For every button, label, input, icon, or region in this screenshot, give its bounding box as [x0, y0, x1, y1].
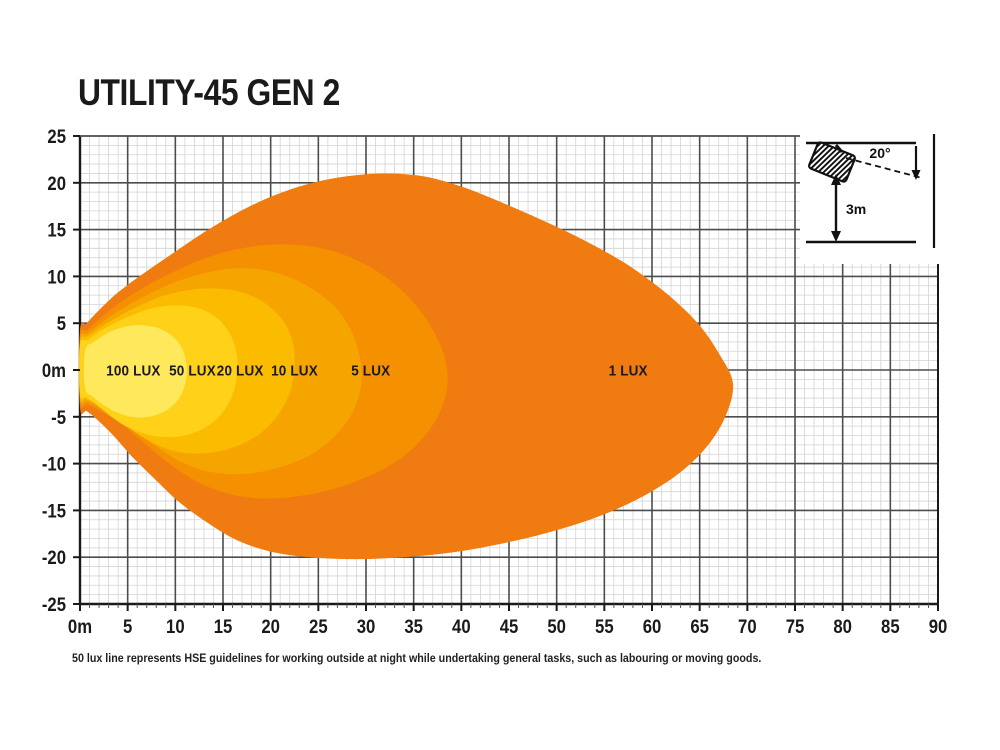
inset-height-label: 3m — [846, 201, 866, 217]
y-tick-label: -15 — [42, 500, 66, 521]
x-tick-label: 35 — [404, 616, 423, 637]
x-axis-labels: 0m 5 10 15 20 25 30 35 40 45 50 55 60 65 70 75 80 85 90 — [68, 616, 947, 637]
lux-label-10-lux: 10 LUX — [271, 363, 318, 380]
x-tick-label: 20 — [261, 616, 280, 637]
mounting-inset-diagram: 20° 3m — [800, 134, 954, 264]
x-tick-label: 30 — [357, 616, 376, 637]
x-tick-label: 50 — [547, 616, 566, 637]
x-tick-label: 25 — [309, 616, 328, 637]
lux-label-100-lux: 100 LUX — [106, 363, 161, 380]
beam-contour-100-lux — [83, 325, 187, 418]
lux-label-20-lux: 20 LUX — [217, 363, 264, 380]
y-tick-label: 0m — [42, 360, 66, 381]
y-tick-label: 25 — [47, 126, 66, 147]
x-tick-label: 65 — [690, 616, 709, 637]
y-axis-labels: 25 20 15 10 5 0m -5 -10 -15 -20 -25 — [42, 126, 66, 615]
beam-axis-dashed-line — [845, 157, 923, 179]
lux-label-1-lux: 1 LUX — [609, 363, 648, 380]
x-tick-label: 0m — [68, 616, 92, 637]
y-tick-label: 5 — [57, 313, 66, 334]
x-tick-label: 85 — [881, 616, 900, 637]
y-tick-label: 15 — [47, 220, 66, 241]
x-tick-label: 80 — [833, 616, 852, 637]
y-tick-label: -20 — [42, 547, 66, 568]
x-tick-label: 70 — [738, 616, 757, 637]
lux-label-50-lux: 50 LUX — [169, 363, 216, 380]
page-title: UTILITY-45 GEN 2 — [78, 72, 340, 113]
x-tick-label: 75 — [786, 616, 805, 637]
y-tick-label: -10 — [42, 454, 66, 475]
lux-label-5-lux: 5 LUX — [351, 363, 390, 380]
x-tick-label: 55 — [595, 616, 614, 637]
x-tick-label: 15 — [214, 616, 233, 637]
x-tick-label: 60 — [643, 616, 662, 637]
beam-contours — [79, 173, 734, 560]
axis-ticks — [73, 135, 939, 611]
x-tick-label: 90 — [929, 616, 948, 637]
x-tick-label: 40 — [452, 616, 471, 637]
x-tick-label: 45 — [500, 616, 519, 637]
x-tick-label: 10 — [166, 616, 185, 637]
chart-caption: 50 lux line represents HSE guidelines fo… — [72, 653, 762, 665]
height-arrow-head-down — [831, 231, 841, 242]
y-tick-label: -25 — [42, 594, 66, 615]
y-tick-label: -5 — [51, 407, 66, 428]
angle-arrow-head — [911, 170, 921, 180]
inset-angle-label: 20° — [869, 145, 890, 161]
height-arrow-head-up — [831, 174, 841, 185]
y-tick-label: 10 — [47, 266, 66, 287]
y-tick-label: 20 — [47, 173, 66, 194]
x-tick-label: 5 — [123, 616, 132, 637]
flood-lamp-icon — [808, 141, 856, 183]
